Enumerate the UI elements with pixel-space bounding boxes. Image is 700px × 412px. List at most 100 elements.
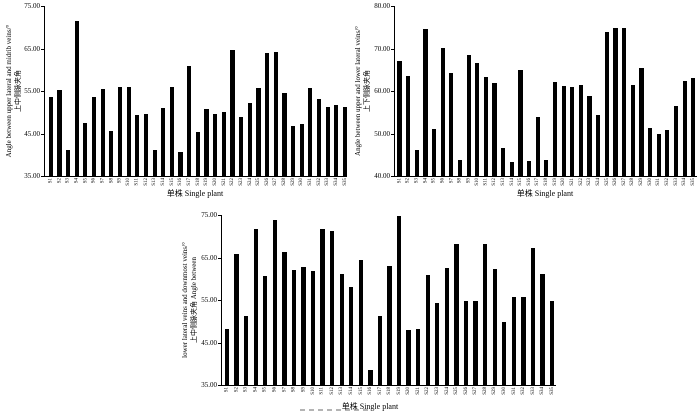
x-tick-label: S19 — [552, 178, 558, 186]
bar-S9 — [301, 267, 306, 386]
y-tick-label: 45.00 — [201, 338, 217, 347]
y-tick-mark — [391, 6, 394, 7]
y-tick-label: 40.00 — [374, 172, 390, 180]
x-tick-label: S13 — [339, 387, 345, 396]
x-tick-label: S16 — [526, 178, 532, 186]
x-tick-label: S6 — [91, 178, 97, 184]
x-tick-label: S13 — [500, 178, 506, 186]
x-tick-label: S19 — [204, 178, 210, 186]
x-tick-label: S17 — [377, 387, 383, 396]
bar-S16 — [368, 369, 373, 386]
x-tick-label: S24 — [595, 178, 601, 186]
bar-S33 — [530, 248, 536, 386]
x-tick-label: S21 — [221, 178, 227, 186]
bar-S13 — [339, 274, 344, 386]
y-tick-label: 55.00 — [201, 296, 217, 305]
bar-S19 — [396, 215, 402, 386]
bar-S22 — [230, 49, 235, 176]
x-tick-label: S29 — [290, 178, 296, 186]
bar-S1 — [397, 61, 402, 176]
y-tick-label: 75.00 — [24, 2, 40, 10]
y-tick-label: 55.00 — [24, 87, 40, 95]
x-tick-label: S21 — [415, 387, 421, 396]
x-tick-label: S3 — [243, 387, 249, 393]
bar-S14 — [509, 161, 514, 176]
bar-S26 — [265, 53, 270, 176]
x-tick-label: S28 — [630, 178, 636, 186]
x-tick-label: S9 — [466, 178, 472, 184]
bar-S15 — [518, 69, 523, 176]
x-tick-label: S5 — [431, 178, 437, 184]
bar-S32 — [521, 297, 526, 386]
x-axis-line — [44, 176, 347, 177]
x-tick-label: S12 — [492, 178, 498, 186]
bar-S27 — [473, 300, 478, 386]
y-tick-mark — [41, 48, 44, 50]
bar-S30 — [647, 127, 653, 176]
y-tick-label: 35.00 — [201, 381, 217, 390]
bar-S17 — [187, 65, 192, 176]
bar-S29 — [639, 68, 644, 176]
bar-S33 — [673, 106, 679, 176]
x-tick-label: S10 — [310, 387, 316, 396]
x-tick-label: S8 — [291, 387, 297, 393]
bar-S31 — [308, 88, 313, 176]
x-tick-label: S2 — [405, 178, 411, 184]
y-axis-line — [394, 6, 395, 177]
bar-S24 — [247, 103, 252, 176]
x-tick-label: S4 — [253, 387, 259, 393]
x-tick-label: S23 — [587, 178, 593, 186]
bar-S32 — [316, 98, 322, 176]
x-tick-label: S14 — [160, 178, 166, 186]
bar-S10 — [475, 63, 480, 176]
x-tick-label: S1 — [48, 178, 54, 184]
x-tick-label: S30 — [299, 178, 305, 186]
y-tick-mark — [218, 342, 221, 344]
x-tick-label: S17 — [186, 178, 192, 186]
x-tick-label: S10 — [126, 178, 132, 186]
y-tick-mark — [218, 257, 221, 259]
bar-S3 — [414, 149, 419, 176]
y-tick-mark — [41, 6, 44, 7]
plot-area: 75.00 65.00 55.00 45.00 35.00 S1 S2 S3 S4 S5 S6 S7 S… — [175, 206, 556, 412]
bar-S8 — [291, 269, 297, 386]
x-tick-label: S2 — [56, 178, 62, 184]
bar-S21 — [570, 86, 575, 176]
x-tick-label: S33 — [325, 178, 331, 186]
x-tick-label: S27 — [273, 178, 279, 186]
x-tick-label: S22 — [425, 387, 431, 396]
x-tick-label: S27 — [473, 387, 479, 396]
x-tick-label: S4 — [74, 178, 80, 184]
bar-S5 — [263, 275, 268, 386]
y-tick-label: 80.00 — [374, 2, 390, 10]
x-tick-label: S28 — [482, 387, 488, 396]
x-tick-label: S6 — [440, 178, 446, 184]
x-tick-label: S4 — [422, 178, 428, 184]
bar-S2 — [406, 76, 411, 176]
x-tick-label: S22 — [578, 178, 584, 186]
bar-S20 — [561, 85, 566, 176]
x-tick-label: S1 — [224, 387, 230, 393]
x-tick-label: S35 — [549, 387, 555, 396]
x-tick-label: S25 — [453, 387, 459, 396]
bar-S9 — [466, 55, 471, 176]
x-tick-label: S26 — [613, 178, 618, 186]
bar-S18 — [387, 265, 392, 386]
bar-S11 — [320, 229, 325, 386]
y-tick-label: 70.00 — [374, 44, 390, 53]
bar-S30 — [502, 321, 507, 386]
bar-S9 — [117, 86, 123, 176]
bar-S2 — [234, 253, 239, 386]
x-tick-label: S7 — [281, 387, 287, 393]
cropped-caption-fragment — [300, 409, 368, 411]
bar-S29 — [290, 126, 296, 176]
x-tick-label: S7 — [100, 178, 106, 184]
bar-S5 — [431, 129, 437, 176]
x-tick-label: S31 — [307, 178, 313, 186]
x-tick-label: S32 — [520, 387, 526, 396]
x-tick-label: S5 — [82, 178, 88, 184]
y-tick-mark — [391, 176, 394, 177]
bar-S26 — [463, 300, 469, 386]
y-tick-mark — [391, 133, 394, 135]
